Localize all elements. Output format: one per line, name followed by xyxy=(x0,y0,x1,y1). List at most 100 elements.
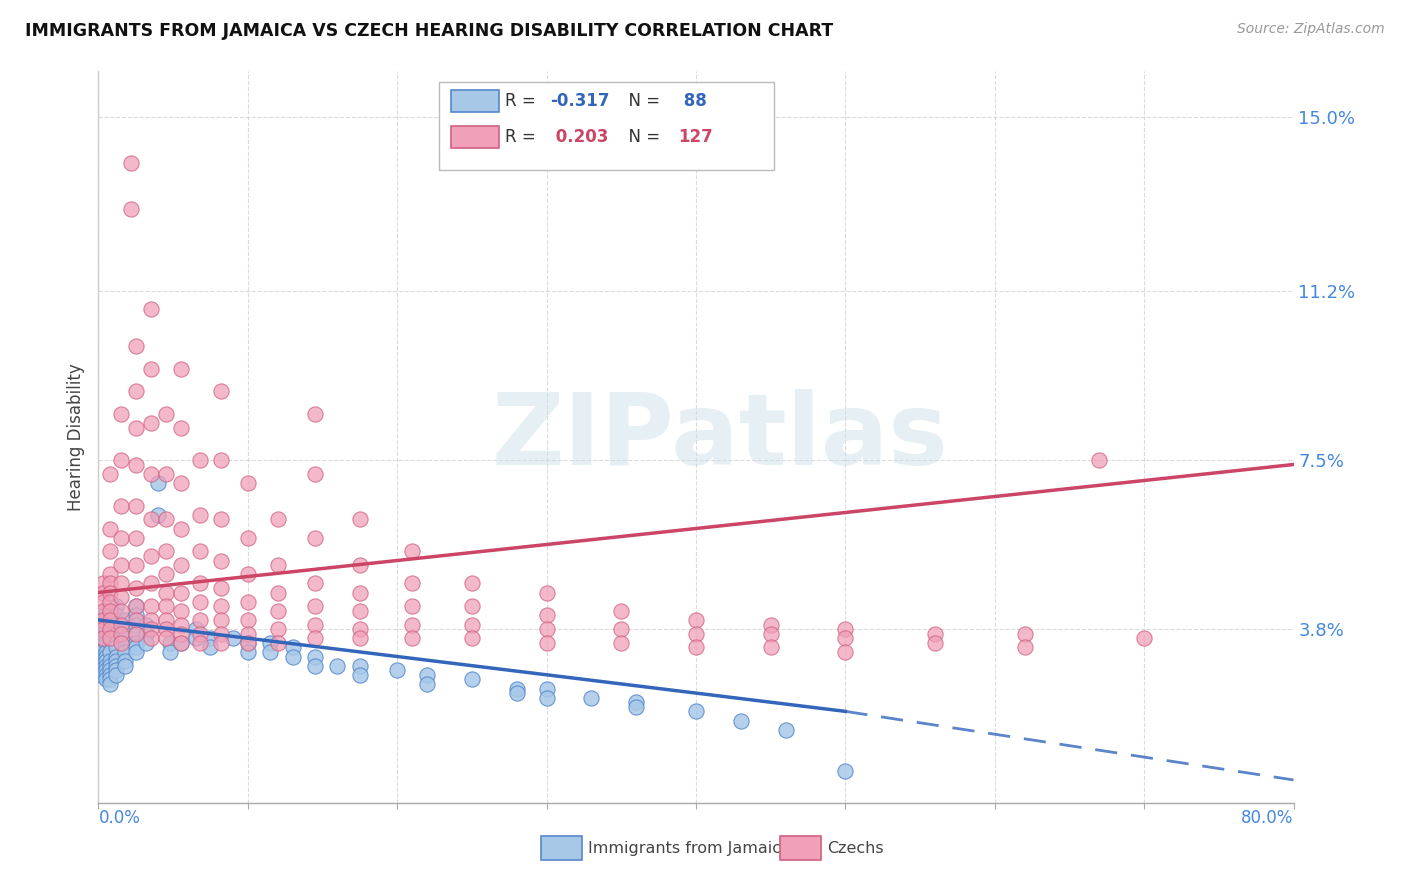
Point xyxy=(267,636,290,650)
Point xyxy=(834,632,856,646)
Point xyxy=(188,453,211,467)
Point xyxy=(125,626,148,640)
Point xyxy=(159,645,181,659)
Point xyxy=(184,622,207,636)
Point xyxy=(125,617,148,632)
Point xyxy=(90,622,112,636)
Point xyxy=(506,686,529,700)
Point xyxy=(110,590,132,604)
Text: Source: ZipAtlas.com: Source: ZipAtlas.com xyxy=(1237,22,1385,37)
Point xyxy=(98,667,122,681)
Point xyxy=(114,645,136,659)
Point xyxy=(139,361,162,376)
Point xyxy=(90,658,112,673)
Point xyxy=(685,705,707,719)
Point xyxy=(461,576,484,591)
Point xyxy=(685,626,707,640)
Point xyxy=(139,467,162,481)
Point xyxy=(188,508,211,522)
Point xyxy=(94,649,117,664)
Point xyxy=(125,581,148,595)
Point xyxy=(730,714,752,728)
Point xyxy=(94,654,117,668)
Point xyxy=(169,636,191,650)
Text: ZIPatlas: ZIPatlas xyxy=(492,389,948,485)
Point xyxy=(90,663,112,677)
Point xyxy=(267,585,290,599)
Text: 127: 127 xyxy=(678,128,713,146)
Point xyxy=(1014,626,1036,640)
Point xyxy=(581,690,603,705)
Text: 80.0%: 80.0% xyxy=(1241,809,1294,827)
Point xyxy=(98,677,122,691)
Point xyxy=(536,636,558,650)
Point xyxy=(125,599,148,614)
Text: 88: 88 xyxy=(678,92,707,110)
Point xyxy=(222,632,245,646)
Point xyxy=(536,681,558,696)
Point xyxy=(139,599,162,614)
Point xyxy=(188,636,211,650)
Point xyxy=(169,604,191,618)
Point xyxy=(90,649,112,664)
FancyBboxPatch shape xyxy=(541,837,582,860)
FancyBboxPatch shape xyxy=(451,126,499,148)
Point xyxy=(98,567,122,582)
Point xyxy=(135,617,157,632)
Point xyxy=(110,636,132,650)
Point xyxy=(188,626,211,640)
Point xyxy=(349,585,371,599)
Point xyxy=(98,595,122,609)
Point xyxy=(105,654,128,668)
Point xyxy=(304,599,326,614)
Point xyxy=(200,632,222,646)
Point xyxy=(209,613,232,627)
Point xyxy=(626,699,648,714)
Point xyxy=(209,453,232,467)
Point xyxy=(155,567,177,582)
Point xyxy=(105,599,128,614)
Text: IMMIGRANTS FROM JAMAICA VS CZECH HEARING DISABILITY CORRELATION CHART: IMMIGRANTS FROM JAMAICA VS CZECH HEARING… xyxy=(25,22,834,40)
Point xyxy=(94,673,117,687)
Text: 0.0%: 0.0% xyxy=(98,809,141,827)
Point xyxy=(169,361,191,376)
Point xyxy=(139,417,162,431)
Point xyxy=(188,595,211,609)
Point xyxy=(114,613,136,627)
Point xyxy=(155,599,177,614)
Point xyxy=(98,626,122,640)
Point xyxy=(110,626,132,640)
Point xyxy=(105,649,128,664)
Point xyxy=(90,654,112,668)
Point xyxy=(236,626,259,640)
Point xyxy=(125,645,148,659)
Point xyxy=(169,617,191,632)
Point xyxy=(135,626,157,640)
Point xyxy=(90,667,112,681)
Point xyxy=(281,649,304,664)
Point xyxy=(169,636,191,650)
Point xyxy=(90,636,112,650)
Point xyxy=(236,567,259,582)
Point xyxy=(125,613,148,627)
Point xyxy=(1014,640,1036,655)
Point xyxy=(349,632,371,646)
Point xyxy=(125,458,148,472)
Point xyxy=(834,764,856,778)
Point xyxy=(536,622,558,636)
Point xyxy=(110,499,132,513)
Point xyxy=(94,645,117,659)
Point xyxy=(209,553,232,567)
Point xyxy=(110,617,132,632)
Point xyxy=(461,599,484,614)
Point xyxy=(105,667,128,681)
Point xyxy=(91,613,114,627)
Point xyxy=(461,673,484,687)
Point xyxy=(188,576,211,591)
Point xyxy=(685,640,707,655)
Point xyxy=(110,531,132,545)
Point xyxy=(98,645,122,659)
Point xyxy=(685,613,707,627)
Point xyxy=(98,654,122,668)
Point xyxy=(184,632,207,646)
